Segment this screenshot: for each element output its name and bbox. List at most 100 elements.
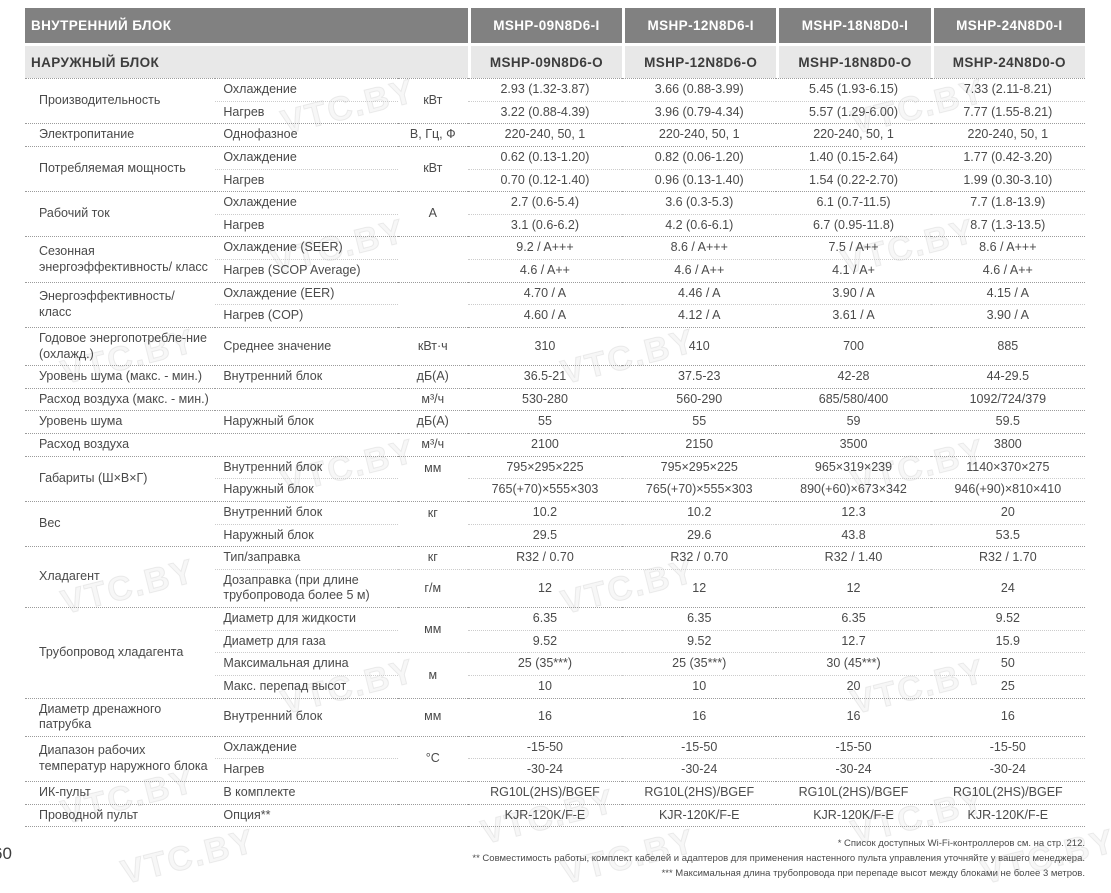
spec-value: 3.22 (0.88-4.39)	[467, 100, 623, 124]
row-sublabel: Наружный блок	[215, 523, 398, 547]
spec-value: 310	[467, 326, 623, 365]
spec-value: 530-280	[467, 387, 623, 411]
spec-row: Нагрев (SCOP Average) 4.6 / A++ 4.6 / A++ 4…	[25, 259, 1085, 282]
row-group-label: Годовое энергопотребле-ние (охлажд.)	[25, 326, 216, 365]
row-sublabel: Внутренний блок	[215, 500, 398, 524]
row-sublabel: Нагрев (COP)	[215, 304, 398, 327]
spec-value: -30-24	[467, 758, 623, 781]
row-sublabel: Диаметр для жидкости	[215, 607, 398, 630]
row-group-label: Хладагент	[25, 546, 216, 607]
spec-value: 0.82 (0.06-1.20)	[622, 145, 777, 169]
row-unit: м³/ч	[397, 387, 468, 411]
page-footer: 60 * Список доступных Wi-Fi-контроллеров…	[0, 837, 1085, 881]
row-group-label: Сезонная энергоэффективность/ класс	[25, 236, 216, 281]
spec-row: Дозаправка (при длине трубопровода более…	[25, 568, 1085, 607]
spec-value: 2.7 (0.6-5.4)	[467, 191, 623, 214]
footnote-line: * Список доступных Wi-Fi-контроллеров см…	[837, 838, 1085, 850]
spec-row: Нагрев (COP) 4.60 / A 4.12 / A 3.61 / A 3.90…	[25, 304, 1085, 327]
spec-value: 5.57 (1.29-6.00)	[776, 100, 931, 124]
outdoor-model-name: MSHP-24N8D0-O	[930, 43, 1085, 78]
row-unit: дБ(А)	[397, 365, 468, 388]
row-sublabel: Охлаждение	[215, 191, 398, 214]
spec-value: 16	[622, 697, 777, 736]
spec-page: VTC.BY VTC.BY VTC.BY VTC.BY VTC.BY VTC.BY VTC.…	[0, 8, 1111, 892]
row-sublabel: Нагрев	[215, 100, 398, 124]
spec-value: 4.6 / A++	[467, 259, 623, 282]
row-sublabel: Внутренний блок	[215, 365, 398, 388]
row-unit: г/м	[397, 568, 468, 607]
row-unit: мм	[397, 607, 468, 652]
spec-value: 795×295×225	[622, 455, 777, 479]
spec-value: 765(+70)×555×303	[467, 478, 623, 501]
spec-value: 6.35	[776, 607, 931, 630]
spec-value: 12	[776, 568, 931, 607]
spec-row: Расход воздуха (макс. - мин.) м³/ч 530-280…	[25, 387, 1085, 411]
spec-value: 59.5	[930, 410, 1085, 433]
spec-value: 3800	[930, 433, 1085, 456]
spec-row: Максимальная длина м 25 (35***) 25 (35***) 3…	[25, 652, 1085, 682]
spec-table: ВНУТРЕННИЙ БЛОК MSHP-09N8D6-I MSHP-12N8D6…	[25, 8, 1085, 828]
spec-value: 4.2 (0.6-6.1)	[622, 213, 777, 237]
spec-value: 4.12 / A	[622, 304, 777, 327]
spec-row: Уровень шума Наружный блок дБ(А) 55 55 59 59.5	[25, 410, 1085, 433]
spec-row: Годовое энергопотребле-ние (охлажд.) Сред…	[25, 326, 1085, 365]
spec-row: Наружный блок 29.5 29.6 43.8 53.5	[25, 523, 1085, 547]
spec-value: 6.35	[467, 607, 623, 630]
spec-value: 1.77 (0.42-3.20)	[930, 145, 1085, 169]
spec-value: 4.1 / A+	[776, 259, 931, 282]
spec-value: 885	[930, 326, 1085, 365]
indoor-model-name: MSHP-18N8D0-I	[776, 8, 931, 43]
spec-row: Нагрев 3.22 (0.88-4.39) 3.96 (0.79-4.34) 5.…	[25, 100, 1085, 124]
spec-value: 43.8	[776, 523, 931, 547]
row-sublabel: Нагрев	[215, 168, 398, 192]
row-group-label: Диапазон рабочих температур наружного бл…	[25, 735, 216, 781]
spec-value: 50	[930, 652, 1085, 675]
row-unit	[397, 803, 468, 828]
row-unit: В, Гц, Ф	[397, 123, 468, 146]
row-group-label: Габариты (Ш×В×Г)	[25, 455, 216, 501]
spec-value: 36.5-21	[467, 365, 623, 388]
spec-value: 12.3	[776, 500, 931, 524]
spec-value: 59	[776, 410, 931, 433]
spec-value: 42-28	[776, 365, 931, 388]
spec-value: RG10L(2HS)/BGEF	[776, 781, 931, 804]
row-group-label: Энергоэффективность/ класс	[25, 281, 216, 327]
spec-value: -15-50	[467, 735, 623, 759]
indoor-model-name: MSHP-09N8D6-I	[467, 8, 623, 43]
spec-value: 0.96 (0.13-1.40)	[622, 168, 777, 192]
spec-row: Диаметр для газа 9.52 9.52 12.7 15.9	[25, 629, 1085, 653]
spec-row: Вес Внутренний блок кг 10.2 10.2 12.3 20	[25, 500, 1085, 530]
row-unit: кВт·ч	[397, 326, 468, 365]
row-unit	[397, 781, 468, 804]
spec-value: 2.93 (1.32-3.87)	[467, 78, 623, 101]
spec-value: 55	[622, 410, 777, 433]
row-sublabel: Внутренний блок	[215, 455, 398, 479]
outdoor-model-name: MSHP-18N8D0-O	[776, 43, 931, 78]
row-unit: кг	[397, 500, 468, 546]
spec-value: 55	[467, 410, 623, 433]
row-sublabel: Нагрев	[215, 213, 398, 237]
row-unit: дБ(А)	[397, 410, 468, 433]
spec-value: 2100	[467, 433, 623, 456]
spec-value: -30-24	[776, 758, 931, 781]
row-unit	[397, 281, 468, 327]
spec-value: 25 (35***)	[622, 652, 777, 675]
row-sublabel: Охлаждение	[215, 145, 398, 169]
row-sublabel	[215, 387, 398, 411]
spec-row: Потребляемая мощность Охлаждение кВт 0.62 (…	[25, 145, 1085, 175]
spec-value: RG10L(2HS)/BGEF	[930, 781, 1085, 804]
indoor-header-row: ВНУТРЕННИЙ БЛОК MSHP-09N8D6-I MSHP-12N8D6…	[25, 8, 1085, 43]
spec-value: 6.1 (0.7-11.5)	[776, 191, 931, 214]
spec-value: 12	[467, 568, 623, 607]
spec-value: -15-50	[776, 735, 931, 759]
row-group-label: Вес	[25, 500, 216, 546]
spec-value: 53.5	[930, 523, 1085, 547]
spec-row: Сезонная энергоэффективность/ класс Охлаж…	[25, 236, 1085, 274]
spec-value: 220-240, 50, 1	[622, 123, 777, 146]
spec-value: 6.35	[622, 607, 777, 630]
outdoor-model-name: MSHP-09N8D6-O	[467, 43, 623, 78]
spec-value: 4.6 / A++	[622, 259, 777, 282]
footnotes: * Список доступных Wi-Fi-контроллеров см…	[472, 837, 1085, 881]
spec-value: KJR-120K/F-E	[776, 803, 931, 828]
spec-value: -30-24	[930, 758, 1085, 781]
